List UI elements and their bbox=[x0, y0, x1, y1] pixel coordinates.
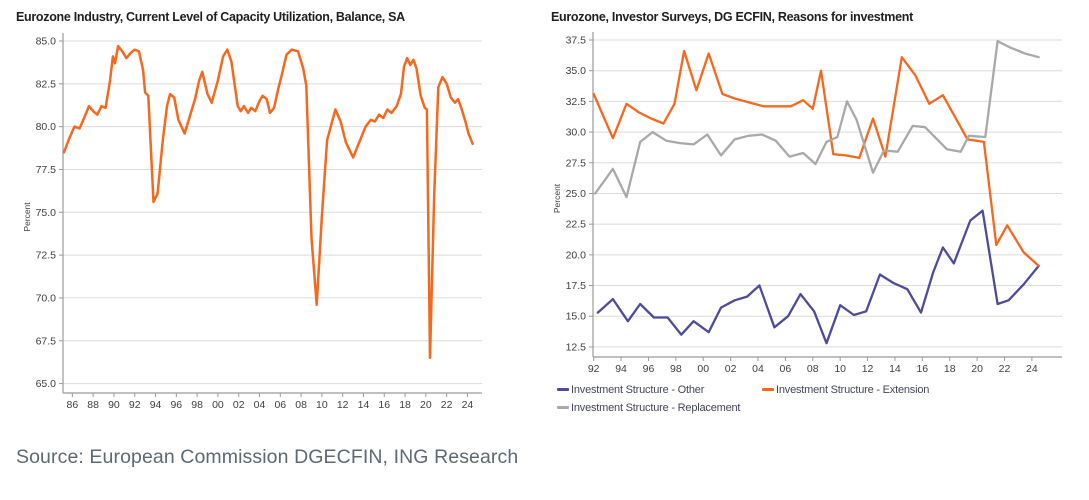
x-tick-label: 14 bbox=[889, 363, 901, 375]
x-tick-label: 94 bbox=[615, 363, 627, 375]
x-tick-label: 22 bbox=[441, 399, 453, 411]
series-line-0 bbox=[62, 44, 474, 360]
legend-swatch-icon bbox=[557, 406, 569, 409]
y-tick-label: 77.5 bbox=[36, 164, 57, 176]
x-tick-label: 04 bbox=[254, 399, 266, 411]
y-axis-title: Percent bbox=[22, 202, 32, 232]
y-tick-label: 70.0 bbox=[36, 292, 57, 304]
x-tick-label: 12 bbox=[337, 399, 349, 411]
y-tick-label: 25.0 bbox=[566, 188, 587, 200]
x-tick-label: 16 bbox=[378, 399, 390, 411]
legend-item: Investment Structure - Replacement bbox=[557, 399, 762, 416]
x-tick-label: 00 bbox=[697, 363, 709, 375]
x-tick-label: 00 bbox=[212, 399, 224, 411]
legend-swatch-icon bbox=[557, 388, 569, 391]
x-tick-label: 20 bbox=[971, 363, 983, 375]
x-tick-label: 86 bbox=[67, 399, 79, 411]
legend: Investment Structure - Other Investment S… bbox=[557, 381, 1077, 416]
y-tick-label: 35.0 bbox=[566, 65, 587, 77]
x-tick-label: 06 bbox=[274, 399, 286, 411]
y-tick-label: 30.0 bbox=[566, 127, 587, 139]
x-tick-label: 92 bbox=[588, 363, 600, 375]
y-axis-title: Percent bbox=[552, 183, 562, 213]
y-tick-label: 17.5 bbox=[566, 280, 587, 292]
y-tick-label: 75.0 bbox=[36, 207, 57, 219]
investment-reasons-chart: 12.5 15.0 17.5 20.0 22.5 25.0 27.5 30.0 32.5 35.0… bbox=[552, 32, 1062, 375]
x-tick-label: 02 bbox=[725, 363, 737, 375]
legend-item: Investment Structure - Extension bbox=[762, 381, 1077, 398]
y-tick-label: 27.5 bbox=[566, 157, 587, 169]
capacity-utilization-chart: 65.0 67.5 70.0 72.5 75.0 77.5 80.0 82.5 85.0 86 88… bbox=[22, 33, 482, 411]
right-chart-title: Eurozone, Investor Surveys, DG ECFIN, Re… bbox=[551, 10, 913, 24]
series-line-1 bbox=[592, 49, 1040, 268]
source-note: Source: European Commission DGECFIN, ING… bbox=[16, 446, 519, 468]
y-tick-label: 67.5 bbox=[36, 335, 57, 347]
y-tick-label: 65.0 bbox=[36, 378, 57, 390]
legend-swatch-icon bbox=[762, 388, 774, 391]
series-line-2 bbox=[593, 40, 1040, 199]
x-tick-label: 90 bbox=[108, 399, 120, 411]
y-tick-label: 22.5 bbox=[566, 219, 587, 231]
x-tick-label: 16 bbox=[916, 363, 928, 375]
x-tick-label: 06 bbox=[780, 363, 792, 375]
y-tick-label: 80.0 bbox=[36, 121, 57, 133]
x-tick-label: 94 bbox=[150, 399, 162, 411]
x-tick-label: 10 bbox=[316, 399, 328, 411]
x-tick-label: 98 bbox=[670, 363, 682, 375]
x-tick-label: 24 bbox=[462, 399, 474, 411]
x-tick-label: 88 bbox=[87, 399, 99, 411]
legend-label: Investment Structure - Replacement bbox=[571, 401, 741, 414]
legend-item: Investment Structure - Other bbox=[557, 381, 762, 398]
legend-label: Investment Structure - Extension bbox=[776, 383, 930, 396]
y-tick-label: 12.5 bbox=[566, 341, 587, 353]
y-tick-label: 15.0 bbox=[566, 311, 587, 323]
x-tick-label: 08 bbox=[807, 363, 819, 375]
y-tick-label: 37.5 bbox=[566, 35, 587, 47]
x-tick-label: 08 bbox=[295, 399, 307, 411]
x-tick-label: 02 bbox=[233, 399, 245, 411]
x-tick-label: 96 bbox=[643, 363, 655, 375]
left-chart-title: Eurozone Industry, Current Level of Capa… bbox=[16, 10, 405, 24]
y-tick-label: 32.5 bbox=[566, 96, 587, 108]
y-tick-label: 20.0 bbox=[566, 249, 587, 261]
y-tick-label: 85.0 bbox=[36, 36, 57, 48]
series-line-0 bbox=[596, 209, 1040, 345]
x-tick-label: 92 bbox=[129, 399, 141, 411]
y-tick-label: 82.5 bbox=[36, 78, 57, 90]
x-tick-label: 96 bbox=[170, 399, 182, 411]
x-tick-label: 18 bbox=[944, 363, 956, 375]
x-tick-label: 20 bbox=[420, 399, 432, 411]
x-tick-label: 12 bbox=[862, 363, 874, 375]
x-tick-label: 10 bbox=[834, 363, 846, 375]
x-tick-label: 22 bbox=[999, 363, 1011, 375]
x-tick-label: 24 bbox=[1026, 363, 1038, 375]
x-tick-label: 18 bbox=[399, 399, 411, 411]
x-tick-label: 14 bbox=[358, 399, 370, 411]
legend-label: Investment Structure - Other bbox=[571, 383, 705, 396]
x-tick-label: 04 bbox=[752, 363, 764, 375]
x-tick-label: 98 bbox=[191, 399, 203, 411]
y-tick-label: 72.5 bbox=[36, 250, 57, 262]
